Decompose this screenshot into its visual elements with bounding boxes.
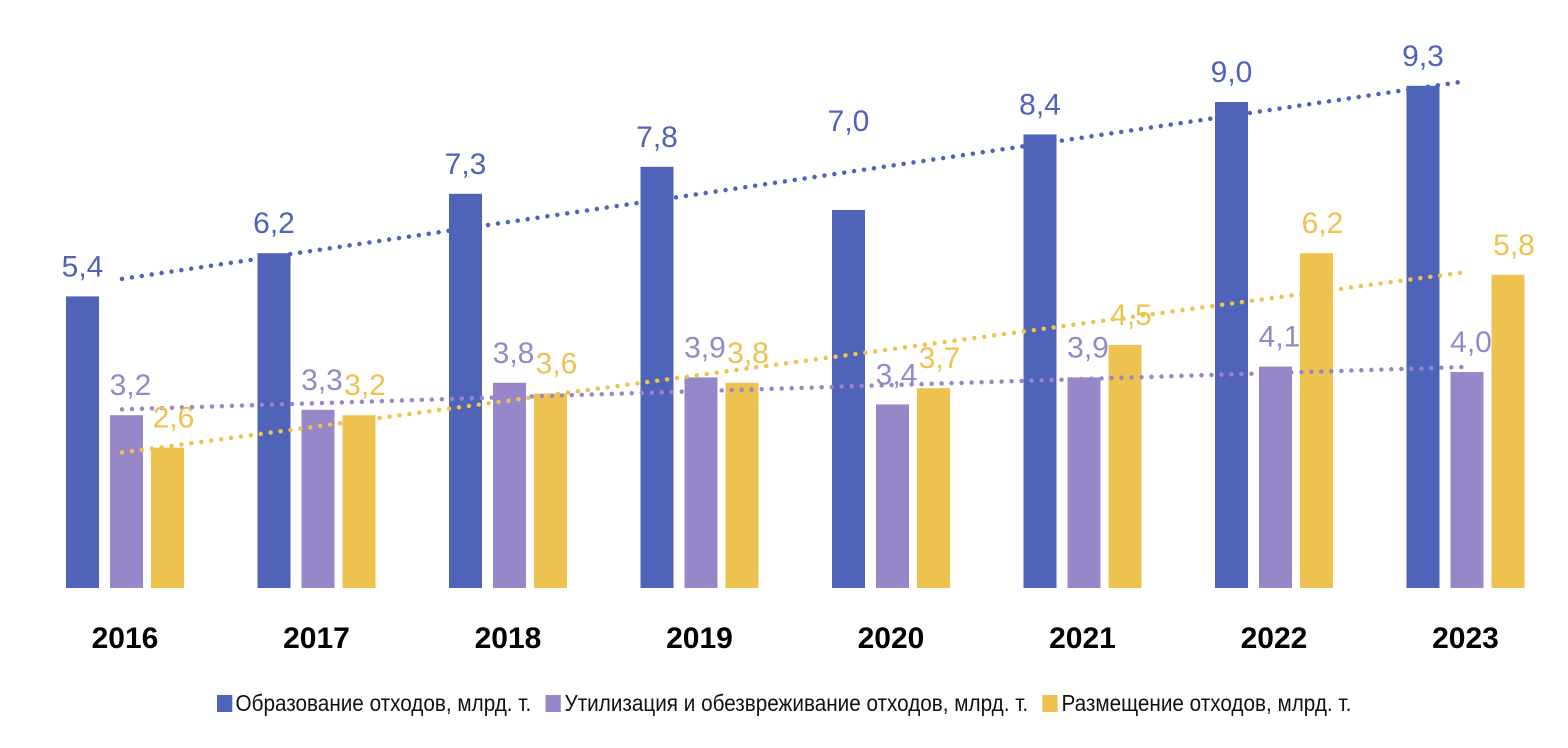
- x-tick-2021: 2021: [1049, 622, 1116, 655]
- value-label-utilization-2016: 3,2: [110, 369, 152, 402]
- trendlines: [119, 79, 1465, 455]
- value-label-generation-2020: 7,0: [828, 105, 870, 138]
- bar-utilization-2021: [1067, 377, 1101, 588]
- bar-utilization-2020: [876, 404, 909, 588]
- bar-placement-2017: [342, 415, 376, 588]
- bar-utilization-2016: [110, 415, 143, 588]
- legend-item-utilization: Утилизация и обезвреживание отходов, млр…: [545, 690, 1029, 717]
- value-label-utilization-2017: 3,3: [301, 364, 343, 397]
- value-label-generation-2023: 9,3: [1402, 40, 1444, 73]
- value-label-placement-2019: 3,8: [727, 337, 769, 370]
- x-tick-2017: 2017: [283, 622, 350, 655]
- bar-utilization-2022: [1259, 366, 1292, 588]
- value-label-placement-2021: 4,5: [1110, 299, 1152, 332]
- bar-utilization-2017: [301, 409, 335, 588]
- x-tick-2020: 2020: [858, 622, 925, 655]
- bars: [66, 85, 1525, 589]
- legend-swatch-placement: [1042, 695, 1058, 712]
- value-label-placement-2023: 5,8: [1493, 229, 1535, 262]
- value-label-utilization-2023: 4,0: [1450, 326, 1492, 359]
- value-label-generation-2018: 7,3: [445, 148, 487, 181]
- value-label-utilization-2020: 3,4: [876, 358, 918, 391]
- value-label-utilization-2018: 3,8: [493, 337, 535, 370]
- bar-generation-2023: [1406, 85, 1440, 589]
- bar-generation-2017: [257, 253, 291, 588]
- value-labels: 5,46,27,37,8 7,08,49,0 9,33,2 3,33,8 3,93,43…: [62, 40, 1535, 435]
- bar-placement-2016: [151, 447, 184, 588]
- bar-utilization-2019: [684, 377, 718, 588]
- trendline-utilization: [119, 364, 1465, 412]
- bar-placement-2023: [1491, 274, 1525, 588]
- bar-generation-2019: [640, 166, 674, 589]
- legend-label-utilization: Утилизация и обезвреживание отходов, млр…: [564, 690, 1029, 716]
- legend-swatch-utilization: [545, 695, 561, 712]
- x-tick-2018: 2018: [475, 622, 542, 655]
- bar-generation-2020: [832, 210, 865, 588]
- trendline-generation: [119, 79, 1465, 282]
- value-label-utilization-2019: 3,9: [684, 331, 726, 364]
- bar-placement-2022: [1300, 253, 1333, 588]
- bar-generation-2018: [449, 193, 482, 589]
- value-label-utilization-2022: 4,1: [1259, 321, 1301, 354]
- value-label-placement-2018: 3,6: [536, 348, 578, 381]
- value-label-placement-2020: 3,7: [919, 342, 961, 375]
- bar-placement-2020: [917, 388, 950, 588]
- value-label-generation-2022: 9,0: [1211, 56, 1253, 89]
- bar-placement-2021: [1108, 345, 1142, 588]
- value-label-placement-2022: 6,2: [1302, 207, 1344, 240]
- bar-utilization-2018: [493, 382, 526, 588]
- legend-item-placement: Размещение отходов, млрд. т.: [1042, 690, 1352, 717]
- legend: Образование отходов, млрд. т. Утилизация…: [78, 690, 1489, 717]
- bar-placement-2018: [534, 393, 567, 588]
- x-axis-ticks: 2016 2017 2018 2019 2020 2021 2022 2023: [92, 622, 1499, 655]
- legend-swatch-generation: [216, 695, 232, 712]
- bar-generation-2016: [66, 296, 99, 588]
- bar-placement-2019: [725, 382, 759, 588]
- legend-label-placement: Размещение отходов, млрд. т.: [1061, 690, 1352, 716]
- value-label-generation-2017: 6,2: [253, 207, 295, 240]
- legend-label-generation: Образование отходов, млрд. т.: [235, 690, 532, 716]
- x-tick-2019: 2019: [666, 622, 733, 655]
- value-label-placement-2017: 3,2: [344, 369, 386, 402]
- value-label-utilization-2021: 3,9: [1067, 331, 1109, 364]
- legend-item-generation: Образование отходов, млрд. т.: [216, 690, 532, 717]
- x-tick-2023: 2023: [1432, 622, 1499, 655]
- bar-generation-2021: [1023, 134, 1057, 588]
- value-label-generation-2021: 8,4: [1019, 88, 1061, 121]
- x-tick-2022: 2022: [1241, 622, 1308, 655]
- bar-generation-2022: [1215, 102, 1248, 588]
- value-label-placement-2016: 2,6: [153, 402, 195, 435]
- value-label-generation-2016: 5,4: [62, 250, 104, 283]
- x-tick-2016: 2016: [92, 622, 159, 655]
- bar-utilization-2023: [1450, 372, 1484, 588]
- value-label-generation-2019: 7,8: [636, 121, 678, 154]
